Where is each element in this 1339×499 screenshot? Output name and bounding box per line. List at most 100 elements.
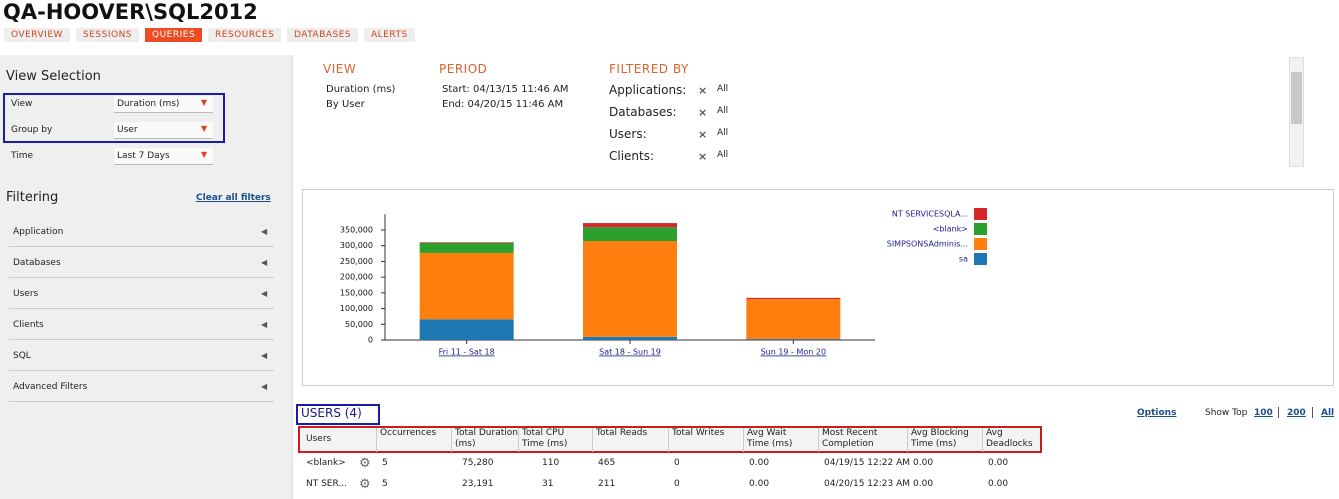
filter-value: All [717, 106, 729, 116]
table-cell: 0 [674, 458, 680, 468]
show-top-option[interactable]: 200 [1287, 408, 1306, 418]
table-cell: 0.00 [913, 458, 934, 468]
bar-segment [746, 297, 841, 300]
divider [1278, 407, 1279, 418]
separator [9, 308, 274, 309]
separator [9, 277, 274, 278]
column-header[interactable]: Avg Deadlocks [986, 428, 1033, 449]
summary-line: Duration (ms) [326, 84, 396, 95]
remove-icon[interactable]: × [698, 128, 708, 141]
divider [1312, 407, 1313, 418]
table-cell: 23,191 [462, 479, 494, 489]
remove-icon[interactable]: × [698, 84, 708, 97]
column-divider [907, 428, 908, 452]
y-tick-label: 200,000 [340, 273, 373, 282]
column-header[interactable]: Avg Blocking Time (ms) [911, 428, 969, 449]
table-cell: 0.00 [749, 479, 770, 489]
row-action-icon[interactable]: ⚙ [359, 456, 371, 471]
dropdown[interactable] [114, 96, 213, 113]
x-tick-label: Sat 18 - Sun 19 [599, 348, 661, 357]
bar-segment [419, 252, 514, 320]
summary-heading: VIEW [323, 62, 357, 76]
row-action-icon[interactable]: ⚙ [359, 477, 371, 492]
summary-heading: FILTERED BY [609, 62, 689, 76]
field-label: Group by [11, 125, 53, 135]
nav-tab[interactable]: ALERTS [364, 28, 415, 42]
server-title: QA-HOOVER\SQL2012 [3, 0, 258, 24]
table-cell: 0.00 [749, 458, 770, 468]
dropdown[interactable] [114, 148, 213, 165]
table-cell: 75,280 [462, 458, 494, 468]
highlight-box [3, 93, 225, 143]
column-header[interactable]: Total Writes [672, 428, 725, 438]
nav-tab[interactable]: DATABASES [287, 28, 359, 42]
dropdown[interactable] [114, 122, 213, 139]
show-top-option[interactable]: 100 [1254, 408, 1273, 418]
column-header[interactable]: Avg Wait Time (ms) [747, 428, 793, 449]
expand-arrow: ◀ [261, 258, 268, 267]
table-cell: 04/19/15 12:22 AM [824, 458, 911, 468]
bar-segment [583, 336, 677, 340]
table-cell: 110 [542, 458, 560, 468]
nav-tab[interactable]: RESOURCES [208, 28, 282, 42]
options-link[interactable]: Options [1137, 408, 1177, 418]
filter-item[interactable]: Application [13, 227, 64, 237]
separator [9, 246, 274, 247]
column-header[interactable]: Occurrences [380, 428, 437, 438]
legend-label: NT SERVICESQLA... [892, 210, 968, 219]
y-tick-label: 300,000 [340, 241, 373, 250]
dropdown-arrow: ▼ [201, 150, 208, 159]
table-cell: 0 [674, 479, 680, 489]
column-divider [592, 428, 593, 452]
filter-item[interactable]: Users [13, 289, 39, 299]
show-top-option[interactable]: All [1321, 408, 1335, 418]
filter-value: All [717, 150, 729, 160]
column-header[interactable]: Total Duration (ms) [455, 428, 518, 449]
bar-segment [746, 299, 841, 340]
field-label: Time [11, 151, 34, 161]
filter-item[interactable]: SQL [13, 351, 31, 361]
table-cell: 04/20/15 12:23 AM [824, 479, 911, 489]
expand-arrow: ◀ [261, 382, 268, 391]
scrollbar [1289, 57, 1304, 167]
filter-item[interactable]: Clients [13, 320, 44, 330]
table-title: USERS (4) [301, 406, 362, 420]
table-cell: NT SER... [306, 479, 348, 489]
column-header[interactable]: Users [306, 434, 332, 444]
nav-tab[interactable]: SESSIONS [76, 28, 140, 42]
table-cell: 31 [542, 479, 554, 489]
column-header[interactable]: Total CPU Time (ms) [522, 428, 568, 449]
column-divider [451, 428, 452, 452]
dropdown-value: Last 7 Days [117, 151, 170, 161]
table-cell: 211 [598, 479, 616, 489]
x-tick-label: Fri 11 - Sat 18 [439, 348, 495, 357]
filter-label: Clients: [609, 149, 655, 163]
y-tick-label: 50,000 [345, 320, 373, 329]
column-header[interactable]: Total Reads [596, 428, 648, 438]
bar-segment [419, 242, 514, 243]
separator [9, 370, 274, 371]
column-header[interactable]: Most Recent Completion [822, 428, 878, 449]
legend-swatch [974, 238, 987, 250]
summary-line: Start: 04/13/15 11:46 AM [442, 84, 569, 95]
separator [9, 401, 274, 402]
y-tick-label: 350,000 [340, 226, 373, 235]
filter-label: Applications: [609, 83, 687, 97]
nav-tab[interactable]: QUERIES [145, 28, 203, 42]
table-cell: 0.00 [988, 479, 1009, 489]
expand-arrow: ◀ [261, 227, 268, 236]
remove-icon[interactable]: × [698, 150, 708, 163]
section-title: Filtering [6, 190, 59, 205]
filter-label: Users: [609, 127, 647, 141]
filter-item[interactable]: Advanced Filters [13, 382, 88, 392]
filter-item[interactable]: Databases [13, 258, 61, 268]
clear-filters[interactable]: Clear all filters [196, 193, 271, 203]
dropdown-value: Duration (ms) [117, 99, 180, 109]
legend-label: sa [959, 255, 968, 264]
remove-icon[interactable]: × [698, 106, 708, 119]
table-cell: 5 [382, 479, 388, 489]
nav-tab[interactable]: OVERVIEW [4, 28, 70, 42]
expand-arrow: ◀ [261, 351, 268, 360]
bar-segment [419, 242, 514, 253]
